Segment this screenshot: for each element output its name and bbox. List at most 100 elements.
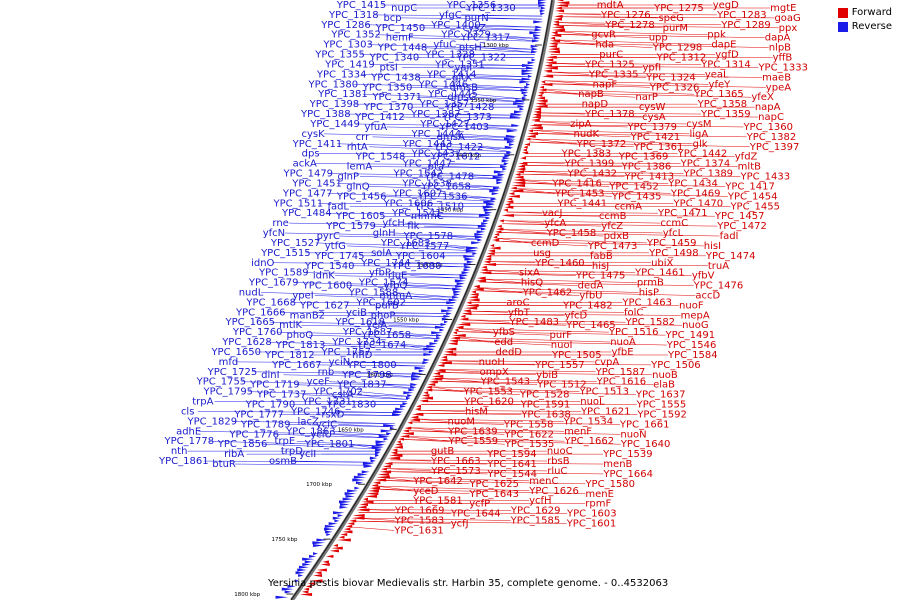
gene-label: YPC_1380 xyxy=(308,79,359,90)
reverse-feature xyxy=(533,33,541,37)
leader-line xyxy=(198,431,389,436)
leader-line xyxy=(513,191,612,197)
gene-label: fadL xyxy=(327,201,349,212)
forward-feature xyxy=(552,25,565,29)
forward-feature xyxy=(366,492,379,496)
reverse-feature xyxy=(483,219,490,223)
gene-label: YPC_1579 xyxy=(325,221,376,232)
leader-line xyxy=(406,285,461,290)
leader-line xyxy=(314,295,456,301)
gene-label: YPC_1491 xyxy=(664,330,715,341)
reverse-feature xyxy=(344,492,357,496)
leader-line xyxy=(347,245,477,251)
gene-label: YPC_1539 xyxy=(602,449,653,460)
gene-label: dinI xyxy=(261,370,279,381)
gene-label: yfbQ xyxy=(384,281,408,292)
leader-line xyxy=(349,265,470,268)
leader-line xyxy=(294,384,414,389)
gene-label: YPC_1861 xyxy=(158,456,209,467)
reverse-feature xyxy=(531,50,538,54)
leader-line xyxy=(517,179,669,184)
gene-label: YPC_1548 xyxy=(355,152,406,163)
leader-line xyxy=(262,443,381,450)
leader-line xyxy=(383,471,604,475)
gene-label: YPC_1355 xyxy=(314,50,365,61)
backbone-inner xyxy=(290,0,553,600)
leader-line xyxy=(424,225,485,229)
gene-label: YPC_1669 xyxy=(394,506,445,517)
forward-feature xyxy=(512,181,526,185)
gene-label: YPC_1680 xyxy=(391,261,442,272)
forward-feature xyxy=(465,303,479,307)
gene-label: rbsB xyxy=(547,456,570,467)
reverse-feature xyxy=(324,530,333,534)
reverse-feature xyxy=(375,440,387,444)
leader-line xyxy=(343,414,400,416)
gene-label: YPC_1667 xyxy=(271,360,322,371)
leader-line xyxy=(400,17,542,20)
gene-label: nupC xyxy=(391,3,417,14)
gene-label: rluC xyxy=(547,466,567,477)
gene-label: YPC_1674 xyxy=(356,340,407,351)
reverse-feature xyxy=(370,459,376,463)
forward-feature xyxy=(549,39,561,43)
gene-label: YPC_1333 xyxy=(757,62,808,73)
gene-label: dmsB xyxy=(450,82,478,93)
forward-feature xyxy=(473,284,480,288)
gene-label: nuoH xyxy=(479,357,505,368)
reverse-feature xyxy=(423,358,430,362)
forward-feature xyxy=(377,473,390,477)
forward-feature xyxy=(518,162,528,166)
leader-line xyxy=(285,424,394,428)
gene-label: YPC_1778 xyxy=(163,436,214,447)
reverse-feature xyxy=(526,83,531,87)
gene-label: pta xyxy=(428,162,444,173)
forward-feature xyxy=(499,219,504,223)
gene-label: yeaL xyxy=(705,69,729,80)
legend: Forward Reverse xyxy=(837,7,892,35)
gene-label: btuR xyxy=(212,459,236,470)
gene-label: YPC_1358 xyxy=(697,99,748,110)
forward-feature xyxy=(451,333,466,337)
gene-label: YPC_1421 xyxy=(630,132,681,143)
gene-label: ypeI xyxy=(292,291,313,302)
gene-label: purB xyxy=(375,300,399,311)
gene-label: lemA xyxy=(347,162,373,173)
gene-label: YPC_1592 xyxy=(636,409,687,420)
gene-label: YPC_1359 xyxy=(700,109,751,120)
forward-feature xyxy=(303,587,310,591)
leader-line xyxy=(533,124,744,128)
reverse-feature xyxy=(371,445,384,449)
gene-label: YPC_1591 xyxy=(520,400,571,411)
gene-label: ycfP xyxy=(469,499,490,510)
reverse-feature xyxy=(403,391,414,395)
forward-feature xyxy=(483,260,491,264)
leader-line xyxy=(241,381,416,386)
reverse-feature xyxy=(324,524,336,528)
gene-label: YPC_1546 xyxy=(666,340,717,351)
gene-label: YPC_1422 xyxy=(433,142,484,153)
forward-feature xyxy=(556,3,568,7)
gene-label: cysZ xyxy=(463,23,487,34)
gene-label: phoQ xyxy=(286,330,313,341)
gene-label: usg xyxy=(533,248,551,259)
reverse-feature xyxy=(297,568,307,572)
gene-label: dapA xyxy=(765,33,791,44)
gene-label: yfgC xyxy=(439,10,462,21)
gene-label: vacJ xyxy=(542,208,563,219)
gene-label: upp xyxy=(649,33,668,44)
leader-line xyxy=(486,264,708,267)
forward-feature xyxy=(532,113,541,117)
gene-label: YPC_1473 xyxy=(587,241,638,252)
reverse-feature xyxy=(298,573,304,577)
reverse-feature xyxy=(375,443,386,447)
reverse-feature xyxy=(484,211,493,215)
reverse-feature xyxy=(461,271,470,275)
gene-label: cysM xyxy=(686,119,711,130)
gene-label: YPC_1829 xyxy=(187,416,238,427)
gene-label: mnmA xyxy=(379,291,412,302)
forward-feature xyxy=(481,265,487,269)
gene-label: YPC_1416 xyxy=(551,178,602,189)
gene-label: YPC_1683 xyxy=(380,238,431,249)
